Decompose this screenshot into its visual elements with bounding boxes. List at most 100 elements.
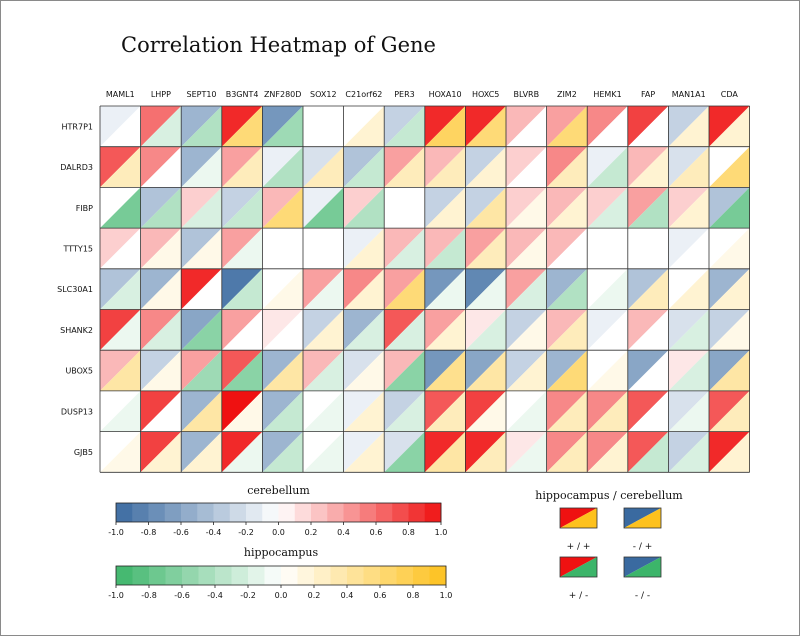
cell-hippocampus	[668, 187, 709, 229]
cell-cerebellum	[546, 309, 588, 351]
cell-hippocampus	[587, 431, 628, 473]
cerebellum-colorbar-swatch	[229, 503, 247, 522]
cell-hippocampus	[465, 309, 506, 351]
column-label: CDA	[721, 90, 739, 99]
cell-hippocampus	[100, 146, 141, 188]
cell-cerebellum	[546, 228, 588, 269]
cell-hippocampus	[668, 146, 709, 188]
cell-hippocampus	[140, 431, 182, 473]
cell-cerebellum	[140, 431, 182, 473]
cell-hippocampus	[221, 431, 263, 473]
cell-hippocampus	[465, 106, 506, 147]
cell-cerebellum	[262, 309, 303, 351]
cell-hippocampus	[506, 106, 547, 147]
cell-cerebellum	[384, 146, 425, 188]
cell-hippocampus	[668, 431, 709, 473]
hippocampus-colorbar-swatch	[198, 566, 216, 585]
cerebellum-colorbar-swatch	[408, 503, 426, 522]
cell-cerebellum	[384, 431, 425, 473]
cell-hippocampus	[384, 146, 425, 188]
cerebellum-colorbar-swatch	[278, 503, 296, 522]
cell-hippocampus	[140, 228, 182, 269]
cell-cerebellum	[627, 228, 669, 269]
cell-hippocampus	[100, 106, 141, 147]
cell-hippocampus	[100, 228, 141, 269]
cell-hippocampus	[465, 268, 506, 310]
cell-hippocampus	[709, 309, 750, 351]
hippocampus-colorbar-swatch	[330, 566, 348, 585]
column-label: SOX12	[310, 90, 337, 99]
cerebellum-colorbar-swatch	[246, 503, 263, 522]
cell-hippocampus	[506, 390, 547, 432]
cell-cerebellum	[709, 431, 750, 473]
cerebellum-colorbar-tick-label: 0.0	[272, 528, 285, 537]
cell-hippocampus	[424, 228, 466, 269]
cell-cerebellum	[140, 228, 182, 269]
legend-item-label: - / -	[635, 591, 650, 601]
legend-swatch-hippocampus	[560, 508, 597, 528]
legend-item-label: - / +	[633, 542, 653, 552]
cell-cerebellum	[627, 106, 669, 147]
hippocampus-colorbar-tick-label: -1.0	[108, 591, 124, 600]
cell-cerebellum	[587, 146, 628, 188]
hippocampus-colorbar-tick-label: -0.2	[240, 591, 256, 600]
cerebellum-colorbar-swatch	[343, 503, 361, 522]
cell-hippocampus	[343, 187, 385, 229]
row-label: UBOX5	[65, 367, 93, 376]
cell-hippocampus	[303, 268, 344, 310]
hippocampus-colorbar-swatch	[396, 566, 414, 585]
hippocampus-colorbar-swatch	[231, 566, 249, 585]
cerebellum-colorbar-tick-label: 0.4	[337, 528, 350, 537]
cerebellum-colorbar-swatch	[148, 503, 166, 522]
cell-hippocampus	[465, 431, 506, 473]
cell-hippocampus	[709, 228, 750, 269]
cell-hippocampus	[506, 431, 547, 473]
cell-cerebellum	[424, 268, 466, 310]
cell-cerebellum	[627, 268, 669, 310]
column-label: MAML1	[106, 90, 135, 99]
cerebellum-colorbar-swatch	[327, 503, 344, 522]
cell-hippocampus	[668, 228, 709, 269]
cell-cerebellum	[424, 106, 466, 147]
cell-cerebellum	[668, 431, 709, 473]
cell-hippocampus	[668, 390, 709, 432]
cell-cerebellum	[506, 146, 547, 188]
cell-hippocampus	[424, 431, 466, 473]
cell-hippocampus	[384, 350, 425, 391]
cell-hippocampus	[709, 146, 750, 188]
hippocampus-colorbar-swatch	[264, 566, 282, 585]
column-label: HEMK1	[593, 90, 621, 99]
cerebellum-colorbar-swatch	[197, 503, 214, 522]
cell-hippocampus	[384, 431, 425, 473]
cell-cerebellum	[262, 390, 303, 432]
cell-cerebellum	[709, 350, 750, 391]
cerebellum-colorbar-tick-label: 0.8	[402, 528, 415, 537]
hippocampus-colorbar-tick-label: -0.4	[207, 591, 223, 600]
cerebellum-colorbar-tick-label: 0.2	[305, 528, 318, 537]
cell-cerebellum	[424, 146, 466, 188]
cell-hippocampus	[668, 350, 709, 391]
cell-cerebellum	[140, 268, 182, 310]
cell-hippocampus	[465, 350, 506, 391]
cerebellum-colorbar-label: cerebellum	[247, 484, 310, 497]
cerebellum-colorbar-swatch	[311, 503, 328, 522]
cell-hippocampus	[181, 187, 222, 229]
cerebellum-colorbar-swatch	[132, 503, 149, 522]
hippocampus-colorbar-tick-label: -0.6	[174, 591, 190, 600]
row-label: SLC30A1	[57, 285, 93, 294]
column-label: BLVRB	[514, 90, 540, 99]
cell-cerebellum	[140, 187, 182, 229]
cell-hippocampus	[627, 350, 669, 391]
cerebellum-colorbar-tick-label: -0.2	[238, 528, 254, 537]
cell-hippocampus	[140, 390, 182, 432]
hippocampus-colorbar-tick-label: 0.0	[275, 591, 288, 600]
cell-hippocampus	[384, 390, 425, 432]
cell-cerebellum	[546, 431, 588, 473]
cell-hippocampus	[384, 106, 425, 147]
cell-hippocampus	[709, 187, 750, 229]
cell-hippocampus	[506, 228, 547, 269]
cell-hippocampus	[587, 350, 628, 391]
row-label: TTTY15	[63, 244, 93, 253]
cerebellum-colorbar-tick-label: -0.8	[141, 528, 157, 537]
cell-hippocampus	[587, 268, 628, 310]
